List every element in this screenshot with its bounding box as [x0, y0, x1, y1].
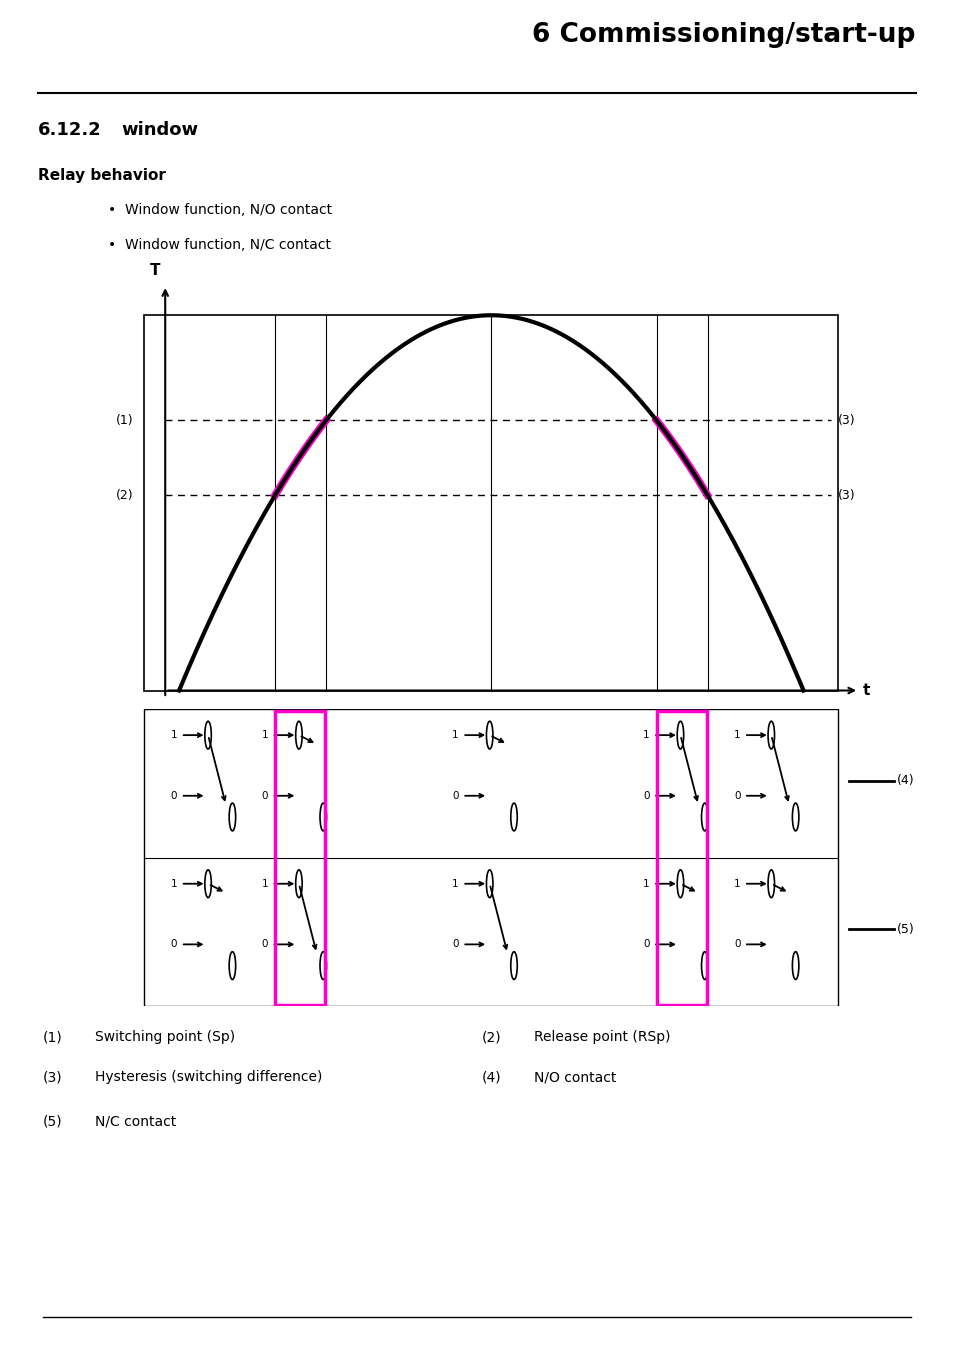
- Text: 0: 0: [452, 790, 458, 801]
- Text: 6 Commissioning/start-up: 6 Commissioning/start-up: [532, 23, 915, 49]
- Text: 6.12.2: 6.12.2: [38, 120, 102, 139]
- Bar: [656, 711, 706, 1005]
- Text: (4): (4): [896, 774, 914, 788]
- Text: (5): (5): [43, 1115, 62, 1128]
- Text: 1: 1: [452, 878, 458, 889]
- Text: 1: 1: [642, 878, 649, 889]
- Text: 1: 1: [733, 878, 740, 889]
- Text: 0: 0: [452, 939, 458, 950]
- Text: 0: 0: [171, 939, 177, 950]
- Text: 0: 0: [171, 790, 177, 801]
- Text: (3): (3): [838, 489, 855, 501]
- Text: (5): (5): [896, 923, 914, 936]
- Text: 0: 0: [261, 939, 268, 950]
- Text: (3): (3): [838, 413, 855, 427]
- Text: 1: 1: [733, 730, 740, 740]
- Text: T: T: [150, 262, 160, 278]
- Text: 1: 1: [171, 878, 177, 889]
- Text: 0: 0: [642, 939, 649, 950]
- Text: Switching point (Sp): Switching point (Sp): [95, 1031, 235, 1044]
- Text: (2): (2): [481, 1031, 500, 1044]
- Text: window: window: [121, 120, 198, 139]
- Text: (3): (3): [43, 1070, 62, 1085]
- Text: 1: 1: [261, 730, 268, 740]
- Text: •  Window function, N/C contact: • Window function, N/C contact: [109, 238, 331, 253]
- Text: (4): (4): [481, 1070, 500, 1085]
- Text: N/O contact: N/O contact: [534, 1070, 616, 1085]
- Text: (1): (1): [116, 413, 133, 427]
- Text: 1: 1: [642, 730, 649, 740]
- Text: 0: 0: [642, 790, 649, 801]
- Text: 1: 1: [171, 730, 177, 740]
- Text: Hysteresis (switching difference): Hysteresis (switching difference): [95, 1070, 322, 1085]
- Text: (1): (1): [43, 1031, 62, 1044]
- Text: Release point (RSp): Release point (RSp): [534, 1031, 670, 1044]
- Text: 1: 1: [261, 878, 268, 889]
- Text: 0: 0: [733, 790, 740, 801]
- Text: 0: 0: [261, 790, 268, 801]
- Text: (2): (2): [116, 489, 133, 501]
- Bar: [274, 711, 325, 1005]
- Text: N/C contact: N/C contact: [95, 1115, 176, 1128]
- Text: 1: 1: [452, 730, 458, 740]
- Text: t: t: [862, 684, 869, 698]
- Text: 0: 0: [733, 939, 740, 950]
- Text: Relay behavior: Relay behavior: [38, 168, 166, 184]
- Text: •  Window function, N/O contact: • Window function, N/O contact: [109, 203, 333, 218]
- Bar: [144, 315, 838, 690]
